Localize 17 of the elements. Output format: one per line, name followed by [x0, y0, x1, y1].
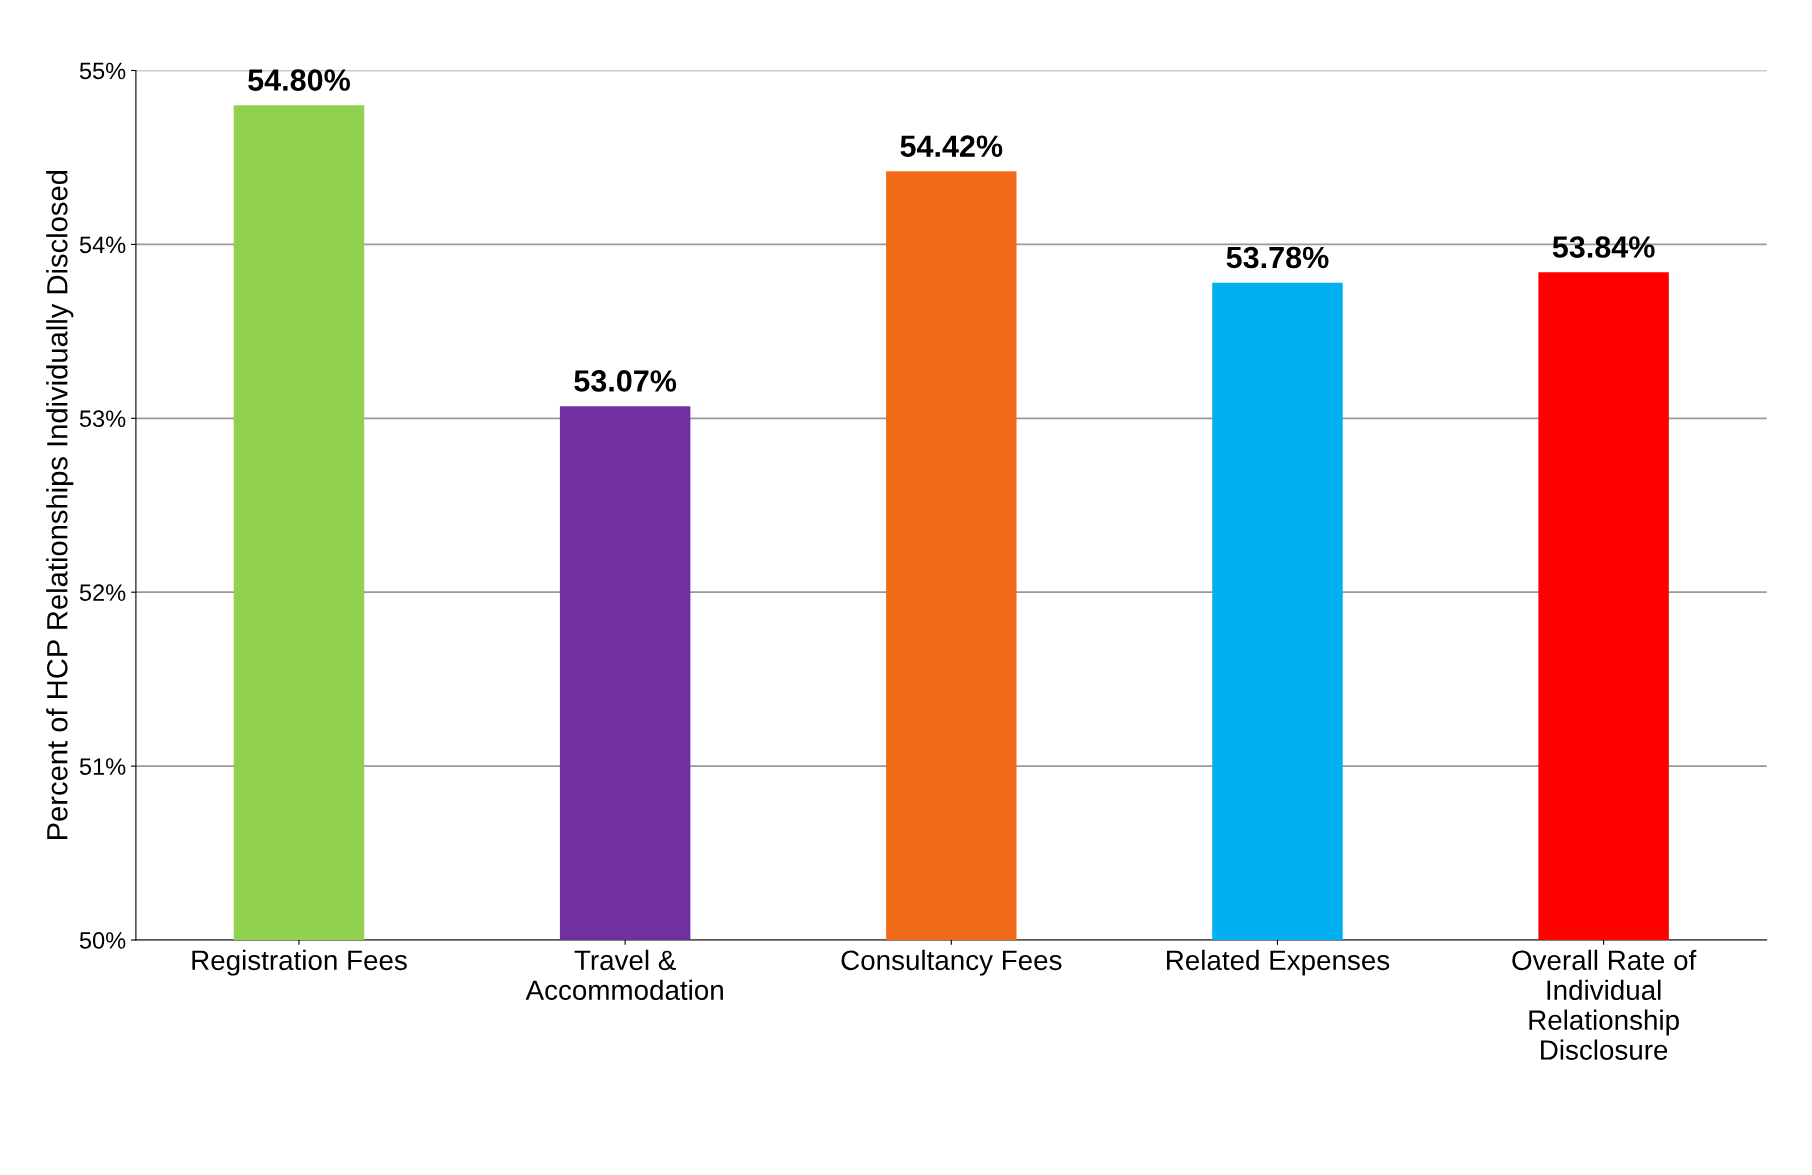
data-label: 53.78%: [1226, 246, 1329, 269]
data-label: 53.07%: [574, 370, 677, 392]
data-label: 54.80%: [248, 69, 350, 91]
x-tick-label: Travel & Accommodation: [525, 949, 723, 1001]
y-tick-label: 54%: [79, 236, 126, 254]
y-axis-title: Percent of HCP Relationships Individually Disclosed: [46, 170, 74, 839]
x-tick-label: Consultancy Fees: [841, 949, 1062, 976]
y-tick-label: 50%: [79, 932, 126, 949]
y-tick-label: 51%: [79, 758, 126, 775]
y-tick-label: 52%: [79, 584, 126, 601]
data-label: 53.84%: [1552, 236, 1655, 258]
x-tick-label: Related Expenses: [1167, 949, 1390, 976]
data-label: 54.42%: [900, 135, 1003, 157]
x-tick-label: Registration Fees: [192, 949, 407, 976]
y-tick-label: 55%: [79, 62, 126, 80]
y-tick-label: 53%: [79, 410, 126, 428]
x-tick-label: Overall Rate of Individual Relationship Disclosure: [1512, 949, 1697, 1060]
